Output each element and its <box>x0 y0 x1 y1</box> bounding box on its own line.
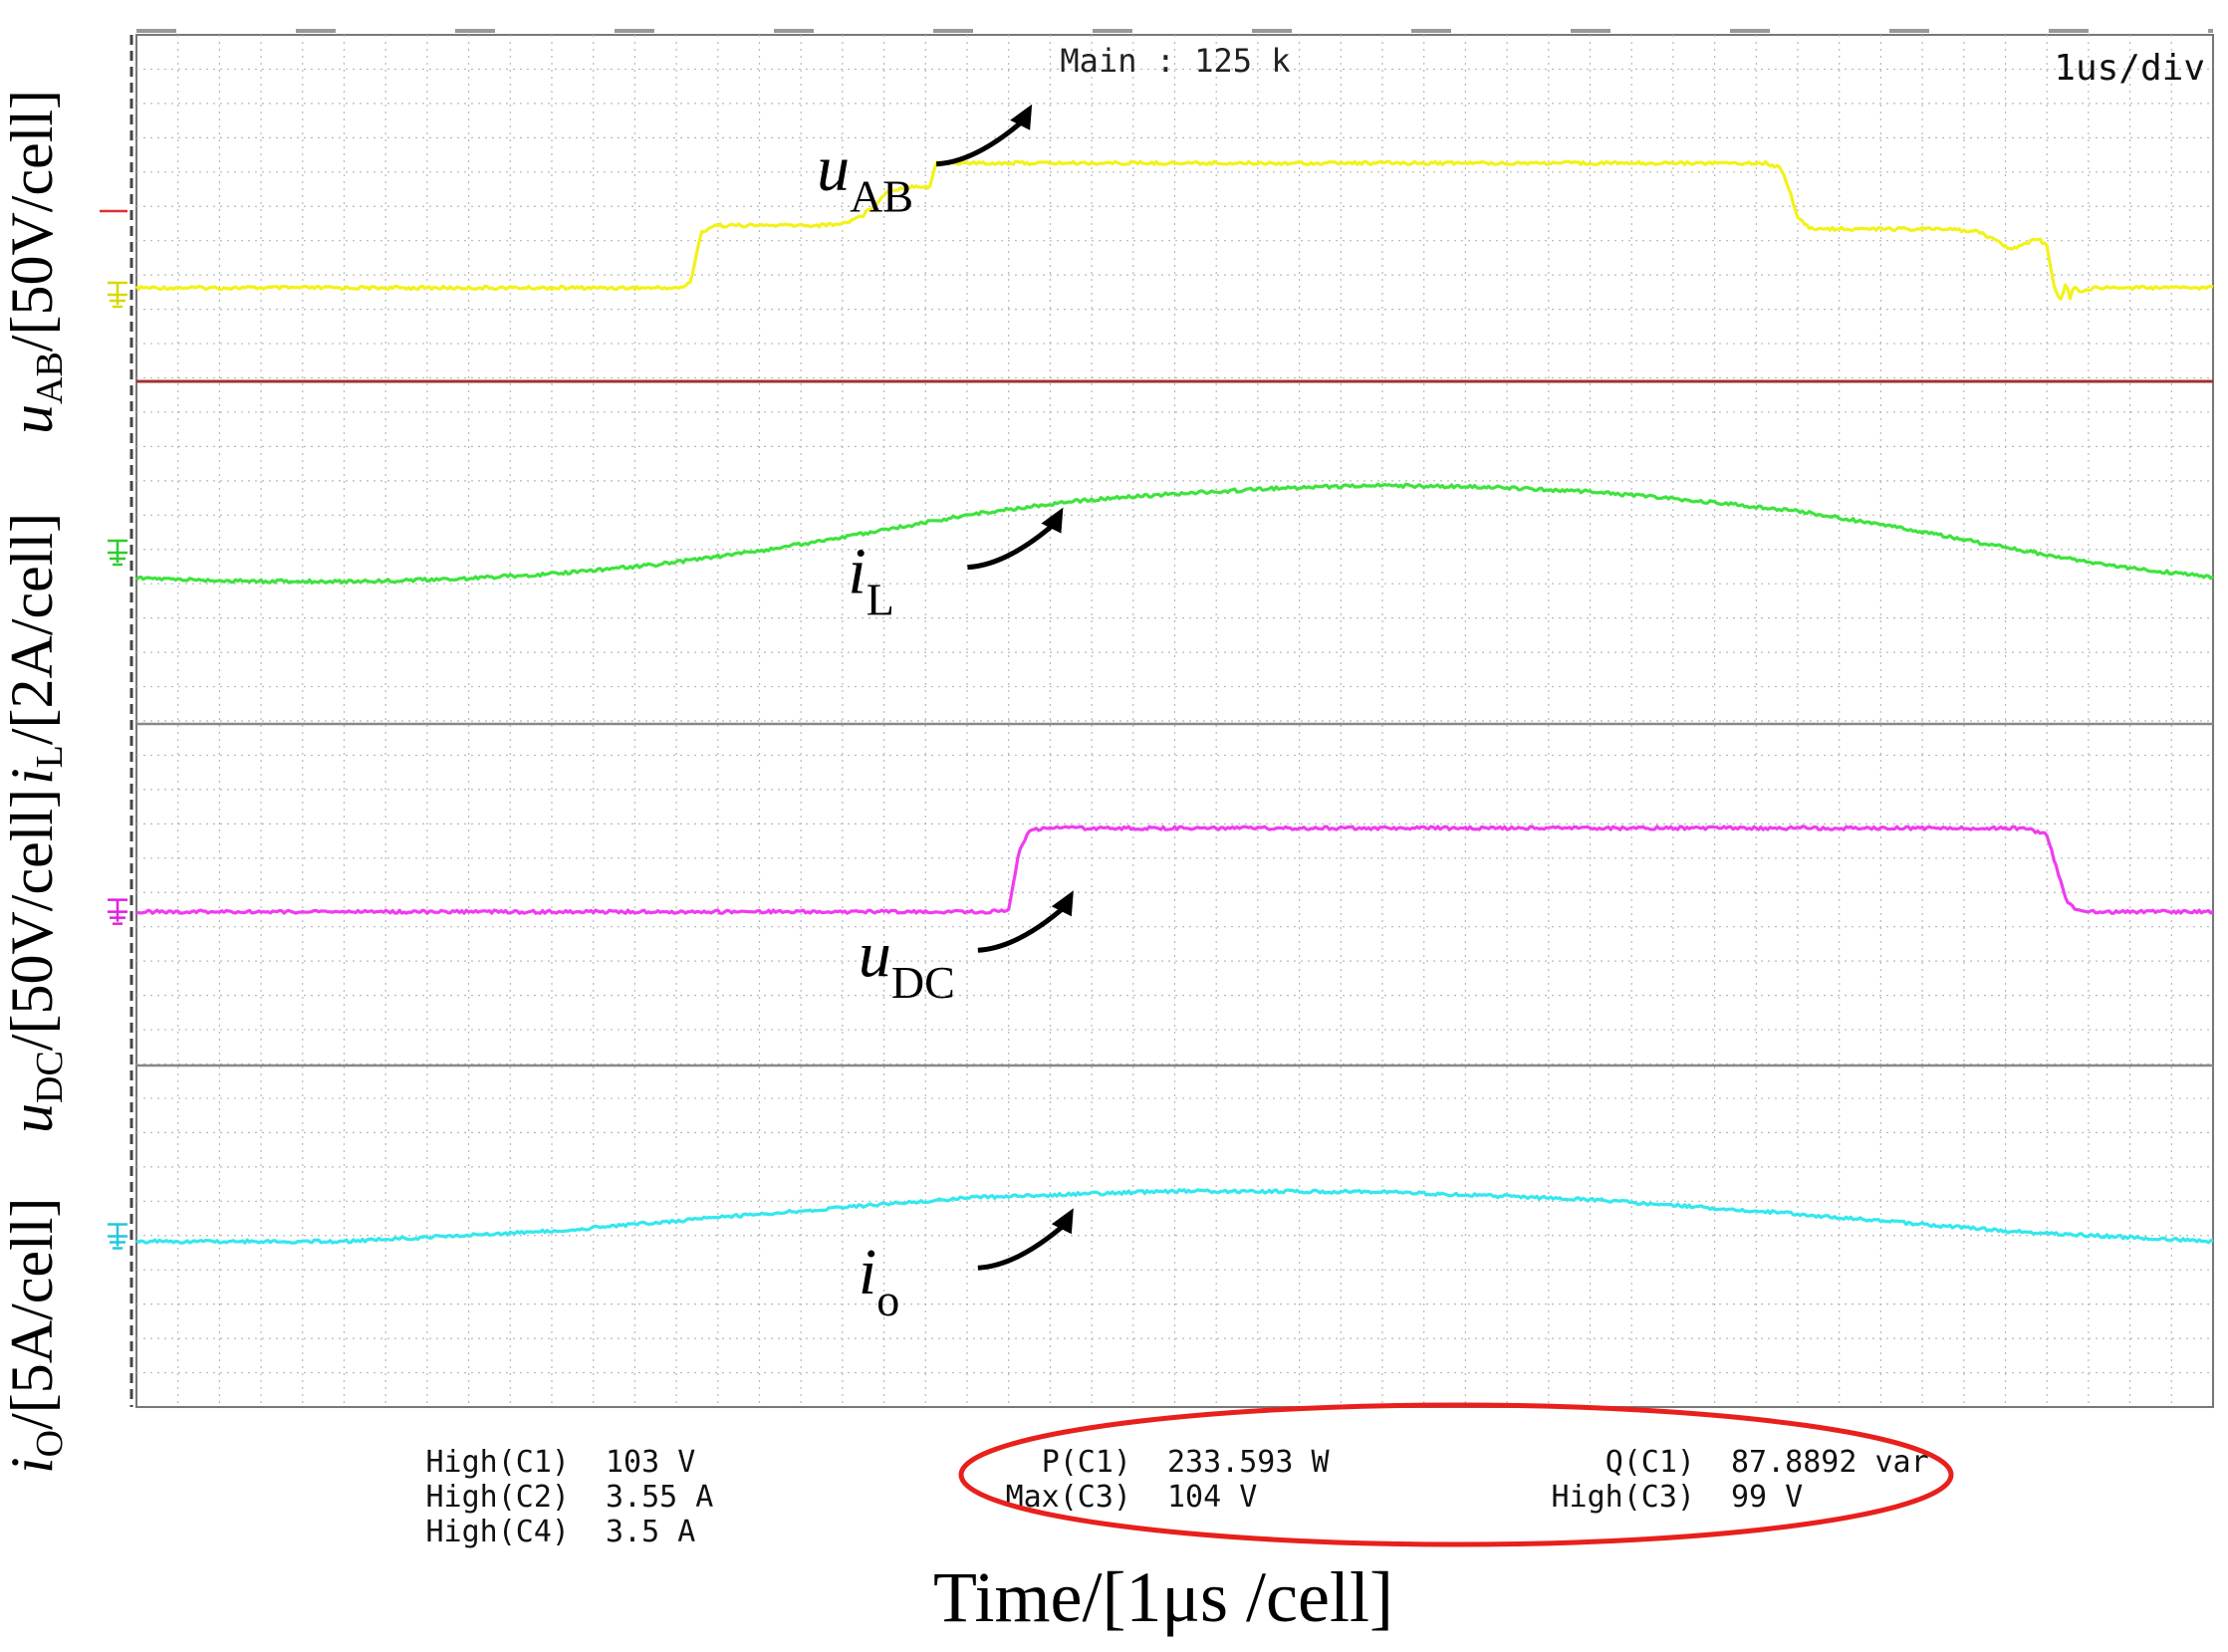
measure-left-name: High(C1) <box>426 1445 571 1480</box>
trace-label-uAB: uAB <box>817 132 913 222</box>
header-right-label: 1us/div <box>2054 48 2205 89</box>
arrow-head-iO <box>1051 1208 1074 1235</box>
y-axis-labels: iO/[5A/cell] uDC/[50V/cell]iL/[2A/cell] uA… <box>0 90 71 1474</box>
ground-marker-uDC <box>108 898 127 925</box>
ground-marker-iO <box>108 1223 127 1250</box>
arrow-iO <box>977 1220 1070 1271</box>
header-center-label: Main : 125 k <box>1060 42 1290 80</box>
measure-left-value: 103 V <box>606 1445 695 1480</box>
arrow-head-uDC <box>1051 890 1074 917</box>
ground-marker-iL <box>108 539 127 567</box>
y-axis-label-3: uAB/[50V/cell] <box>0 90 71 434</box>
arrow-iL <box>967 519 1060 571</box>
y-axis-label-1: uDC/[50V/cell] <box>0 789 71 1133</box>
measure-right-name: High(C3) <box>1552 1480 1696 1515</box>
trace-label-iO: io <box>859 1236 899 1325</box>
measure-right-name: Q(C1) <box>1606 1445 1695 1480</box>
trace-label-iL: iL <box>848 536 893 625</box>
trace-uAB <box>134 159 2214 301</box>
grid <box>129 29 2214 1408</box>
minor-gridlines <box>136 35 2213 1407</box>
arrow-head-iL <box>1041 507 1064 534</box>
measure-right-value: 99 V <box>1731 1480 1803 1515</box>
measure-left-value: 3.5 A <box>606 1515 695 1549</box>
trace-iO <box>135 1188 2214 1245</box>
measure-right-value: 87.8892 var <box>1731 1445 1929 1480</box>
arrow-uAB <box>935 116 1028 167</box>
measure-middle-name: P(C1) <box>1042 1445 1131 1480</box>
measure-left-value: 3.55 A <box>606 1480 713 1515</box>
trace-iL <box>134 482 2215 585</box>
x-axis-label: Time/[1μs /cell] <box>933 1557 1393 1637</box>
arrow-head-uAB <box>1010 104 1033 130</box>
annotations: uAB iL uDC io <box>817 104 1074 1325</box>
measure-middle-value: 104 V <box>1167 1480 1257 1515</box>
y-axis-label-0: iO/[5A/cell] <box>0 1198 71 1474</box>
traces <box>100 159 2215 1250</box>
ground-marker-uAB <box>108 281 127 309</box>
measure-left-name: High(C2) <box>426 1480 571 1515</box>
highlight-ellipse <box>958 1402 1954 1547</box>
y-axis-label-2: iL/[2A/cell] <box>0 513 71 785</box>
measurement-readouts: High(C1) 103 V High(C2) 3.55 A High(C4) 3.5 A… <box>426 1445 1929 1549</box>
measure-middle-value: 233.593 W <box>1167 1445 1330 1480</box>
arrow-uDC <box>977 902 1070 953</box>
trace-label-uDC: uDC <box>859 918 955 1008</box>
trace-uDC <box>135 825 2214 915</box>
measure-left-name: High(C4) <box>426 1515 571 1549</box>
